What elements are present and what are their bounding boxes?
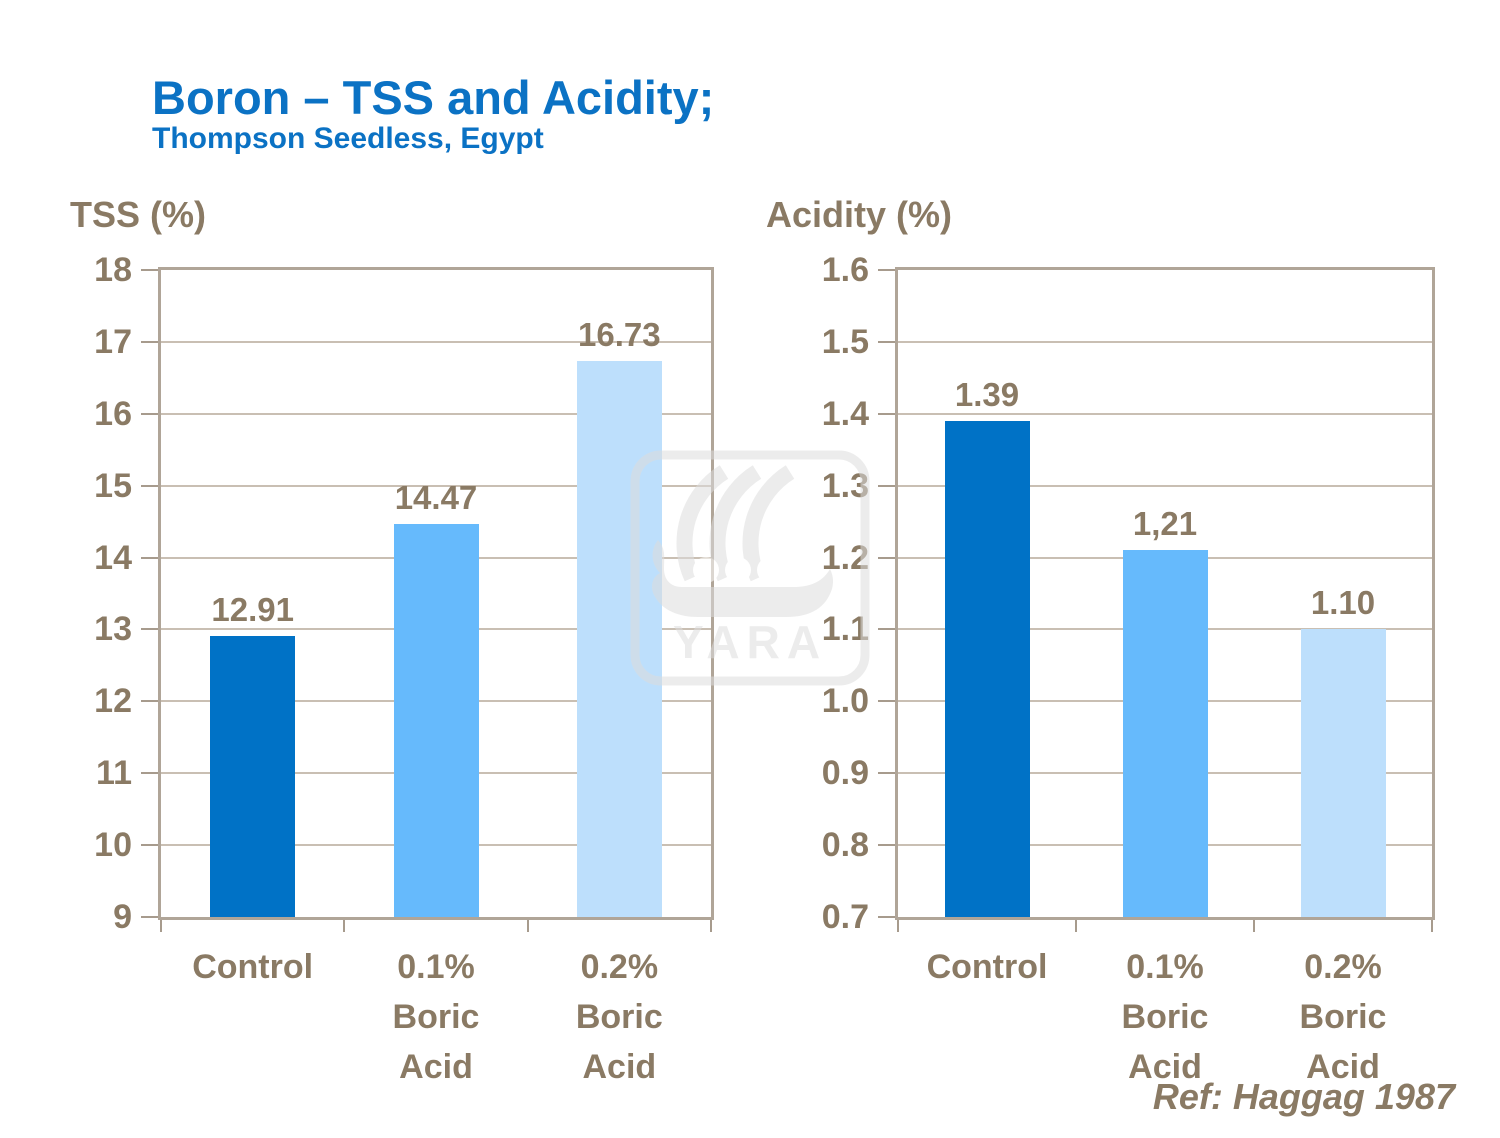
y-axis-tick-mark <box>141 412 158 415</box>
category-label: Control <box>926 948 1048 986</box>
page-subtitle: Thompson Seedless, Egypt <box>152 122 544 155</box>
y-axis-tick-label: 9 <box>113 898 132 936</box>
y-axis-tick-mark <box>141 772 158 775</box>
y-axis-tick-label: 1.4 <box>821 394 869 433</box>
y-axis-tick-mark <box>878 340 895 343</box>
y-axis-tick-label: 13 <box>94 610 132 649</box>
y-axis-tick-mark <box>878 700 895 703</box>
bar-value-label: 12.91 <box>211 591 294 628</box>
category-label: 0.1% Boric Acid <box>392 948 480 1086</box>
x-axis-tick-mark <box>343 920 346 932</box>
y-axis-tick-label: 15 <box>94 466 132 505</box>
y-axis-tick-mark <box>141 844 158 847</box>
y-axis-tick-label: 18 <box>94 251 132 289</box>
tss-axis-title: TSS (%) <box>70 194 207 235</box>
y-axis-tick-mark <box>141 700 158 703</box>
y-axis-tick-label: 10 <box>94 826 132 865</box>
y-axis-tick-label: 0.9 <box>821 754 869 793</box>
bar-value-label: 16.73 <box>578 316 661 353</box>
x-axis-tick-mark <box>1431 920 1433 932</box>
bar-0.2%-boric-acid <box>1300 629 1386 917</box>
acidity-x-axis-labels: Control 0.1% Boric Acid 0.2% Boric Acid <box>895 942 1435 1102</box>
y-axis-tick-label: 16 <box>94 394 132 433</box>
x-axis-tick-mark <box>1253 920 1255 932</box>
y-axis-tick-mark <box>878 916 895 918</box>
category-label: Control <box>192 948 314 986</box>
bar-0.1%-boric-acid <box>1122 550 1208 917</box>
y-axis-tick-mark <box>878 484 895 487</box>
bar-value-label: 14.47 <box>394 479 478 516</box>
acidity-bar-chart: 1.6 1.5 1.4 1.3 1.2 1.1 1.0 0.9 0.8 0.7 1.39 1,21 1… <box>822 251 1435 1086</box>
y-axis-tick-mark <box>141 269 158 271</box>
y-axis-tick-mark <box>141 556 158 559</box>
y-axis-tick-mark <box>878 772 895 775</box>
x-axis-tick-mark <box>160 920 162 932</box>
y-axis-tick-label: 1.5 <box>821 322 869 361</box>
tss-y-axis-labels: 18 17 16 15 14 13 12 11 10 9 <box>22 251 132 936</box>
y-axis-tick-mark <box>878 412 895 415</box>
y-axis-tick-mark <box>878 556 895 559</box>
y-axis-tick-mark <box>141 916 158 918</box>
x-axis-tick-mark <box>710 920 712 932</box>
x-axis-tick-mark <box>526 920 529 932</box>
gridline <box>898 484 1432 487</box>
y-axis-tick-label: 11 <box>96 754 132 793</box>
y-axis-tick-mark <box>141 340 158 343</box>
y-axis-tick-mark <box>141 628 158 631</box>
reference-citation: Ref: Haggag 1987 <box>1152 1076 1455 1117</box>
y-axis-tick-label: 12 <box>94 682 132 721</box>
yara-watermark-text: YARA <box>673 616 827 668</box>
yara-logo-watermark-icon: YARA <box>630 450 870 686</box>
bar-0.1%-boric-acid <box>393 524 479 917</box>
acidity-plot-area: 1.39 1,21 1.10 <box>895 267 1435 920</box>
x-axis-tick-mark <box>1075 920 1077 932</box>
gridline <box>898 412 1432 415</box>
bar-control <box>210 636 296 917</box>
y-axis-tick-label: 1.6 <box>821 251 869 289</box>
page-title: Boron – TSS and Acidity; <box>152 71 715 124</box>
y-axis-tick-mark <box>878 269 895 271</box>
category-label: 0.2% Boric Acid <box>575 948 663 1086</box>
y-axis-tick-mark <box>878 844 895 847</box>
bar-value-label: 1.39 <box>954 376 1020 413</box>
gridline <box>161 340 711 343</box>
gridline <box>898 340 1432 343</box>
y-axis-tick-label: 17 <box>94 322 132 361</box>
y-axis-tick-label: 14 <box>94 538 132 577</box>
gridline <box>161 484 711 487</box>
acidity-axis-title: Acidity (%) <box>766 194 953 235</box>
y-axis-tick-label: 0.7 <box>821 898 869 936</box>
y-axis-tick-label: 0.8 <box>821 826 869 865</box>
y-axis-tick-label: 1.0 <box>821 682 869 721</box>
bar-value-label: 1.10 <box>1310 584 1376 621</box>
bar-value-label: 1,21 <box>1132 505 1198 542</box>
category-label: 0.1% Boric Acid <box>1121 948 1209 1086</box>
y-axis-tick-mark <box>878 628 895 631</box>
gridline <box>161 412 711 415</box>
bar-control <box>944 421 1030 917</box>
tss-x-axis-labels: Control 0.1% Boric Acid 0.2% Boric Acid <box>158 942 714 1102</box>
y-axis-tick-mark <box>141 484 158 487</box>
x-axis-tick-mark <box>897 920 899 932</box>
category-label: 0.2% Boric Acid <box>1299 948 1387 1086</box>
